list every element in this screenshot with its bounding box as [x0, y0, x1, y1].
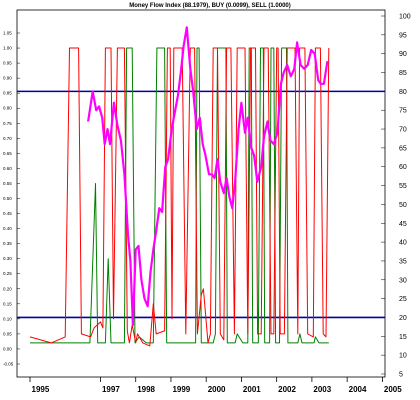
right-tick-label: 40 [399, 240, 407, 247]
left-tick-label: 1.05 [3, 31, 12, 36]
right-tick-label: 80 [399, 89, 407, 96]
left-tick-label: 0.15 [3, 301, 12, 306]
left-tick-label: 0.35 [3, 241, 12, 246]
x-tick-label: 1995 [32, 385, 50, 394]
right-tick-label: 75 [399, 108, 407, 115]
right-tick-label: 65 [399, 145, 407, 152]
chart-title: Money Flow Index (88.1979), BUY (0.0099)… [129, 3, 291, 9]
x-tick-label: 1997 [102, 385, 120, 394]
left-tick-label: 0.55 [3, 181, 12, 186]
left-tick-label: 0.80 [3, 106, 12, 111]
right-axis: 100 95 90 85 80 75 70 65 60 55 50 45 40 35 30 25 20 15 10 5 [381, 14, 411, 379]
right-tick-label: 15 [399, 334, 407, 341]
right-tick-label: 55 [399, 183, 407, 190]
right-tick-label: 70 [399, 127, 407, 134]
right-tick-label: 85 [399, 70, 407, 77]
x-tick-label: 2003 [313, 385, 331, 394]
x-tick-label: 1998 [137, 385, 155, 394]
right-tick-label: 45 [399, 221, 407, 228]
right-tick-label: 20 [399, 315, 407, 322]
left-tick-label: 0.20 [3, 286, 12, 291]
left-tick-label: 0.30 [3, 256, 12, 261]
mfi-series-line [87, 26, 329, 327]
left-tick-label: 0.40 [3, 226, 12, 231]
x-tick-label: 2005 [384, 385, 402, 394]
left-tick-label: 0.70 [3, 136, 12, 141]
x-tick-label: 2004 [349, 385, 367, 394]
right-tick-label: 50 [399, 202, 407, 209]
left-tick-label: 0.60 [3, 166, 12, 171]
right-tick-label: 90 [399, 51, 407, 58]
left-tick-label: 0.10 [3, 316, 12, 321]
sell-series-line [29, 47, 330, 347]
right-tick-label: 95 [399, 32, 407, 39]
right-tick-label: 25 [399, 296, 407, 303]
left-tick-label: 0.50 [3, 196, 12, 201]
left-tick-label: 0.45 [3, 211, 12, 216]
right-tick-label: 10 [399, 353, 407, 360]
left-tick-label: 0.25 [3, 271, 12, 276]
x-tick-label: 1999 [172, 385, 190, 394]
right-tick-label: 30 [399, 277, 407, 284]
left-tick-label: 0.00 [3, 346, 12, 351]
left-tick-label: 1.00 [3, 46, 12, 51]
left-tick-label: 0.65 [3, 151, 12, 156]
right-tick-label: 5 [399, 372, 403, 379]
left-tick-label: 0.95 [3, 61, 12, 66]
x-axis: 1995 1997 1998 1999 2000 2001 2002 2003 2004 2005 [29, 377, 402, 394]
x-tick-label: 2002 [278, 385, 296, 394]
left-tick-label: -0.05 [3, 362, 14, 367]
left-tick-label: 0.90 [3, 76, 12, 81]
right-tick-label: 100 [399, 14, 411, 21]
plot-frame [16, 9, 386, 378]
left-tick-label: 0.85 [3, 91, 12, 96]
x-tick-label: 2001 [243, 385, 261, 394]
left-tick-label: 0.05 [3, 331, 12, 336]
x-tick-label: 2000 [208, 385, 226, 394]
left-tick-label: 0.75 [3, 121, 12, 126]
right-tick-label: 35 [399, 258, 407, 265]
buy-series-line [30, 47, 329, 344]
series-group [29, 26, 330, 347]
left-axis: 1.05 1.00 0.95 0.90 0.85 0.80 0.75 0.70 0.65 0.60… [3, 31, 20, 367]
right-tick-label: 60 [399, 164, 407, 171]
